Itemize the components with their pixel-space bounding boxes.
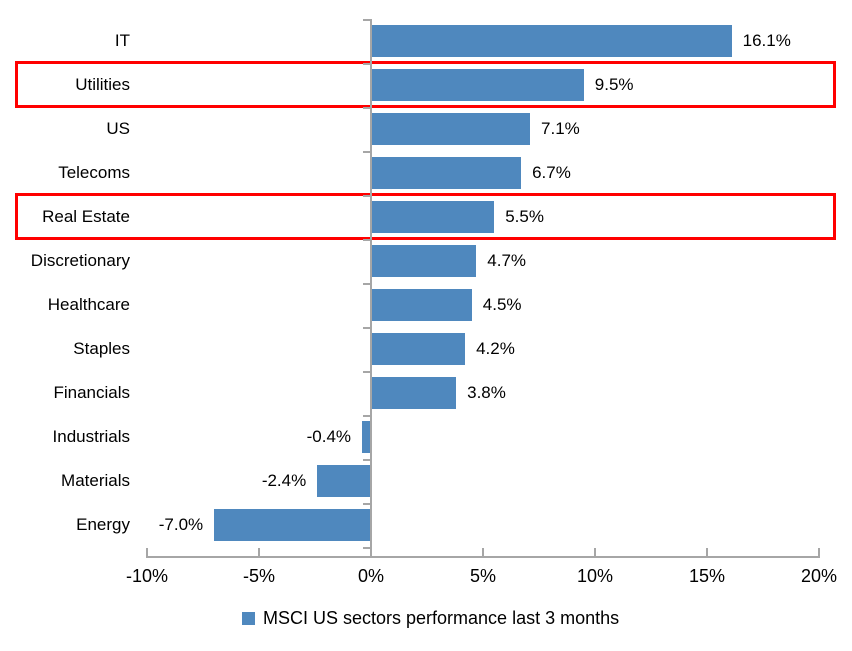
value-label: 4.2% [476,339,515,358]
value-label: -2.4% [261,471,307,490]
value-label: 5.5% [505,207,544,226]
chart-legend: MSCI US sectors performance last 3 month… [242,608,619,629]
bar [371,245,477,277]
y-axis-tick [363,63,370,65]
bar [371,25,732,57]
y-axis-line [370,19,372,558]
y-axis-tick [363,283,370,285]
x-axis-tick [706,548,708,556]
value-label: 4.7% [487,251,527,270]
category-label: Energy [76,515,130,534]
x-axis-tick-label: 5% [469,566,496,586]
category-label: Staples [73,339,130,358]
bar [371,289,472,321]
x-axis-tick [146,548,148,556]
category-label: Discretionary [30,251,130,270]
bar [371,333,466,365]
bar [362,421,371,453]
value-label: 6.7% [532,163,571,182]
value-label: 7.1% [541,119,580,138]
x-axis-tick-label: -5% [242,566,275,586]
x-axis-tick-label: 0% [357,566,384,586]
x-axis-tick-label: 20% [800,566,838,586]
category-label: US [106,119,130,138]
x-axis-tick-label: -10% [125,566,169,586]
category-label: IT [114,31,130,50]
bar [371,377,457,409]
x-axis-tick [258,548,260,556]
x-axis-tick [370,548,372,556]
legend-label: MSCI US sectors performance last 3 month… [263,608,620,628]
x-axis-tick [818,548,820,556]
category-label: Utilities [75,75,130,94]
x-axis-tick [482,548,484,556]
x-axis-tick-label: 15% [688,566,726,586]
y-axis-tick [363,503,370,505]
value-label: -7.0% [158,515,204,534]
x-axis-tick-label: 10% [576,566,614,586]
category-label: Materials [61,471,130,490]
x-axis-line [146,556,820,558]
category-label: Industrials [52,427,130,446]
legend-swatch-icon [242,612,255,625]
value-label: 16.1% [742,31,791,50]
value-label: 4.5% [482,295,522,314]
bar [371,157,522,189]
y-axis-tick [363,19,370,21]
y-axis-tick [363,415,370,417]
category-label: Real Estate [42,207,130,226]
y-axis-tick [363,459,370,461]
value-label: 3.8% [467,383,506,402]
y-axis-tick [363,547,370,549]
category-label: Telecoms [58,163,130,182]
bar [317,465,371,497]
category-label: Financials [53,383,130,402]
bar [371,69,584,101]
y-axis-tick [363,107,370,109]
bar [371,201,495,233]
value-label: 9.5% [594,75,634,94]
x-axis-tick [594,548,596,556]
y-axis-tick [363,151,370,153]
y-axis-tick [363,371,370,373]
bar [371,113,531,145]
value-label: -0.4% [306,427,352,446]
y-axis-tick [363,239,370,241]
bar [214,509,371,541]
y-axis-tick [363,195,370,197]
category-label: Healthcare [47,295,130,314]
y-axis-tick [363,327,370,329]
